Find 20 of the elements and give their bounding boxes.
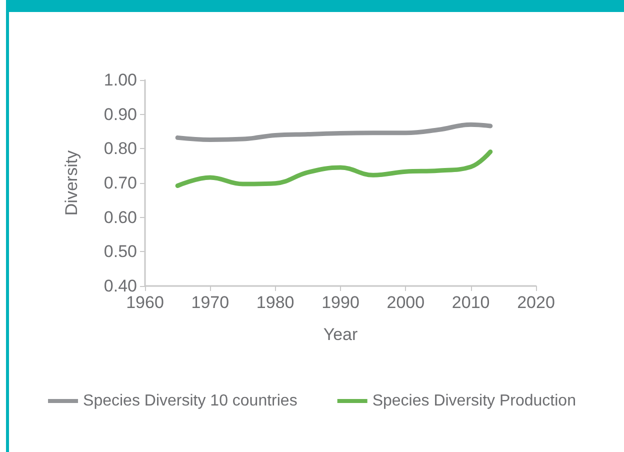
x-tick-label: 1990 [322, 293, 360, 312]
y-tick-label: 0.90 [104, 104, 137, 124]
x-tick-label: 1980 [256, 293, 294, 312]
y-axis-title: Diversity [62, 150, 81, 216]
y-tick-label: 0.60 [104, 208, 137, 227]
legend-label: Species Diversity Production [372, 392, 576, 410]
x-tick-label: 2020 [517, 293, 555, 312]
x-tick-label: 1970 [191, 293, 230, 312]
line-series [175, 122, 493, 142]
line-series [175, 150, 493, 188]
y-tick-label: 1.00 [104, 70, 137, 90]
x-tick-label: 2000 [386, 293, 425, 312]
y-tick-label: 0.80 [104, 139, 137, 158]
y-tick-label: 0.50 [104, 242, 137, 262]
legend-label: Species Diversity 10 countries [83, 392, 298, 410]
x-tick-label: 1960 [126, 293, 164, 312]
y-tick-label: 0.70 [104, 174, 137, 192]
x-tick-label: 2010 [452, 293, 490, 312]
x-axis-title: Year [323, 325, 358, 344]
y-tick-label: 0.40 [104, 276, 137, 296]
